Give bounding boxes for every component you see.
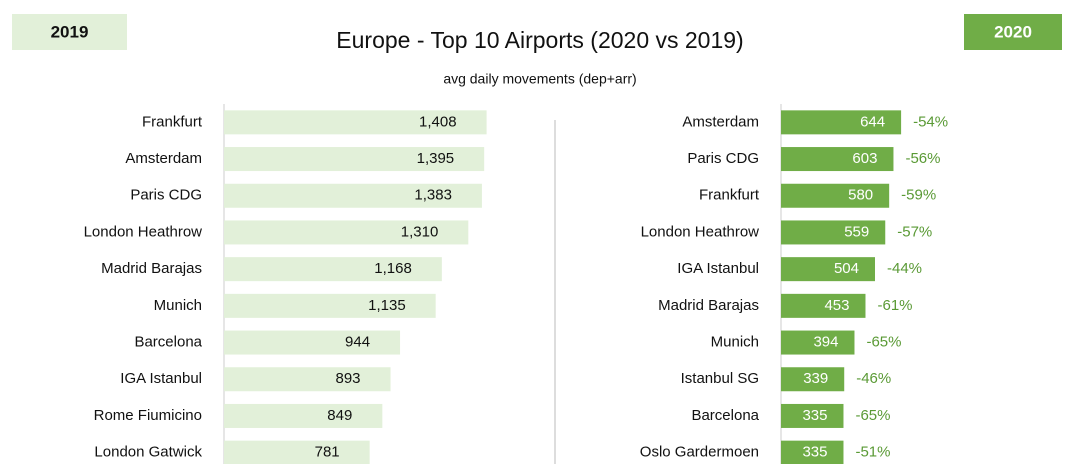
category-label: Paris CDG [687, 150, 759, 167]
change-label: -56% [905, 150, 940, 167]
chart-subtitle: avg daily movements (dep+arr) [443, 71, 636, 87]
bar [224, 257, 442, 282]
category-label: IGA Istanbul [677, 260, 759, 277]
value-label: 453 [824, 297, 849, 314]
change-label: -54% [913, 113, 948, 130]
year-badge [12, 14, 127, 50]
bar [781, 183, 890, 208]
bar [224, 440, 370, 464]
value-label: 1,395 [417, 150, 455, 167]
bar [781, 330, 855, 355]
bar [224, 403, 383, 428]
value-label: 603 [852, 150, 877, 167]
bar [781, 147, 894, 172]
category-label: London Gatwick [94, 444, 202, 461]
change-label: -51% [855, 444, 890, 461]
value-label: 1,383 [414, 187, 452, 204]
category-label: Barcelona [691, 407, 759, 424]
category-label: Paris CDG [130, 187, 202, 204]
category-label: Munich [154, 297, 202, 314]
value-label: 893 [336, 370, 361, 387]
value-label: 580 [848, 187, 873, 204]
value-label: 504 [834, 260, 859, 277]
value-label: 1,168 [374, 260, 412, 277]
value-label: 849 [327, 407, 352, 424]
category-label: Frankfurt [142, 113, 203, 130]
year-label: 2020 [994, 22, 1032, 41]
bar [781, 367, 845, 392]
bar [781, 403, 844, 428]
category-label: Barcelona [134, 334, 202, 351]
change-label: -44% [887, 260, 922, 277]
category-label: Oslo Gardermoen [640, 444, 759, 461]
category-label: Madrid Barajas [658, 297, 759, 314]
year-badge [964, 14, 1062, 50]
category-label: London Heathrow [641, 223, 760, 240]
bar [224, 330, 401, 355]
bar [781, 440, 844, 464]
bar [224, 110, 487, 135]
bar [224, 147, 485, 172]
change-label: -65% [855, 407, 890, 424]
value-label: 1,135 [368, 297, 406, 314]
value-label: 1,408 [419, 113, 457, 130]
value-label: 559 [844, 223, 869, 240]
value-label: 944 [345, 334, 370, 351]
change-label: -61% [877, 297, 912, 314]
change-label: -46% [856, 370, 891, 387]
bar [781, 293, 866, 318]
category-label: Frankfurt [699, 187, 760, 204]
value-label: 394 [813, 334, 838, 351]
bar [224, 367, 391, 392]
value-label: 335 [802, 407, 827, 424]
bar [781, 110, 902, 135]
category-label: Istanbul SG [681, 370, 759, 387]
category-label: IGA Istanbul [120, 370, 202, 387]
change-label: -59% [901, 187, 936, 204]
category-label: Munich [711, 334, 759, 351]
bar [224, 183, 482, 208]
bar [224, 293, 436, 318]
year-label: 2019 [51, 22, 89, 41]
value-label: 339 [803, 370, 828, 387]
category-label: London Heathrow [84, 223, 203, 240]
value-label: 335 [802, 444, 827, 461]
category-label: Madrid Barajas [101, 260, 202, 277]
category-label: Rome Fiumicino [94, 407, 202, 424]
bar [781, 257, 875, 282]
value-label: 644 [860, 113, 885, 130]
bar [781, 220, 886, 245]
change-label: -65% [866, 334, 901, 351]
change-label: -57% [897, 223, 932, 240]
bar [224, 220, 469, 245]
chart-title: Europe - Top 10 Airports (2020 vs 2019) [336, 27, 743, 53]
category-label: Amsterdam [125, 150, 202, 167]
value-label: 781 [315, 444, 340, 461]
value-label: 1,310 [401, 223, 439, 240]
category-label: Amsterdam [682, 113, 759, 130]
